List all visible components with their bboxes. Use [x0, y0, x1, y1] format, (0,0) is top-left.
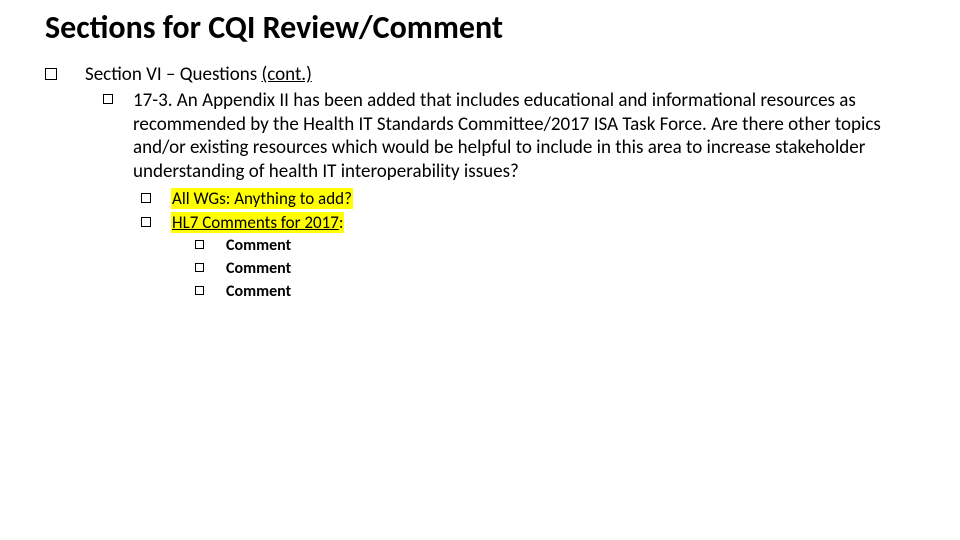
lvl2-row-2: HL7 Comments for 2017: [45, 212, 930, 234]
lvl2-item2-suffix: : [339, 212, 344, 233]
lvl0-row: Section VI – Questions (cont.) [45, 63, 930, 87]
page-title: Sections for CQI Review/Comment [45, 8, 930, 47]
checkbox-bullet-icon [195, 263, 204, 272]
lvl1-row-1: 17-3. An Appendix II has been added that… [45, 89, 930, 184]
lvl1-text: 17-3. An Appendix II has been added that… [133, 89, 930, 184]
lvl0-text: Section VI – Questions (cont.) [85, 63, 930, 87]
highlighted-text: All WGs: Anything to add? [171, 188, 353, 209]
checkbox-bullet-icon [195, 286, 204, 295]
checkbox-bullet-icon [45, 68, 57, 80]
lvl3-row-2: Comment [45, 259, 930, 280]
checkbox-bullet-icon [141, 217, 151, 227]
lvl3-text: Comment [226, 259, 930, 280]
lvl0-prefix: Section VI – Questions [85, 63, 261, 86]
checkbox-bullet-icon [103, 94, 113, 104]
lvl2-text-1: All WGs: Anything to add? [171, 188, 930, 210]
checkbox-bullet-icon [141, 193, 151, 203]
lvl3-row-3: Comment [45, 282, 930, 303]
lvl2-text-2: HL7 Comments for 2017: [171, 212, 930, 234]
lvl3-text: Comment [226, 236, 930, 257]
lvl2-item2-prefix: HL7 Comments for 2017 [172, 212, 339, 233]
lvl3-text: Comment [226, 282, 930, 303]
lvl2-row-1: All WGs: Anything to add? [45, 188, 930, 210]
highlighted-text: HL7 Comments for 2017: [171, 212, 344, 233]
lvl3-row-1: Comment [45, 236, 930, 257]
lvl0-cont: (cont.) [261, 63, 311, 86]
checkbox-bullet-icon [195, 240, 204, 249]
